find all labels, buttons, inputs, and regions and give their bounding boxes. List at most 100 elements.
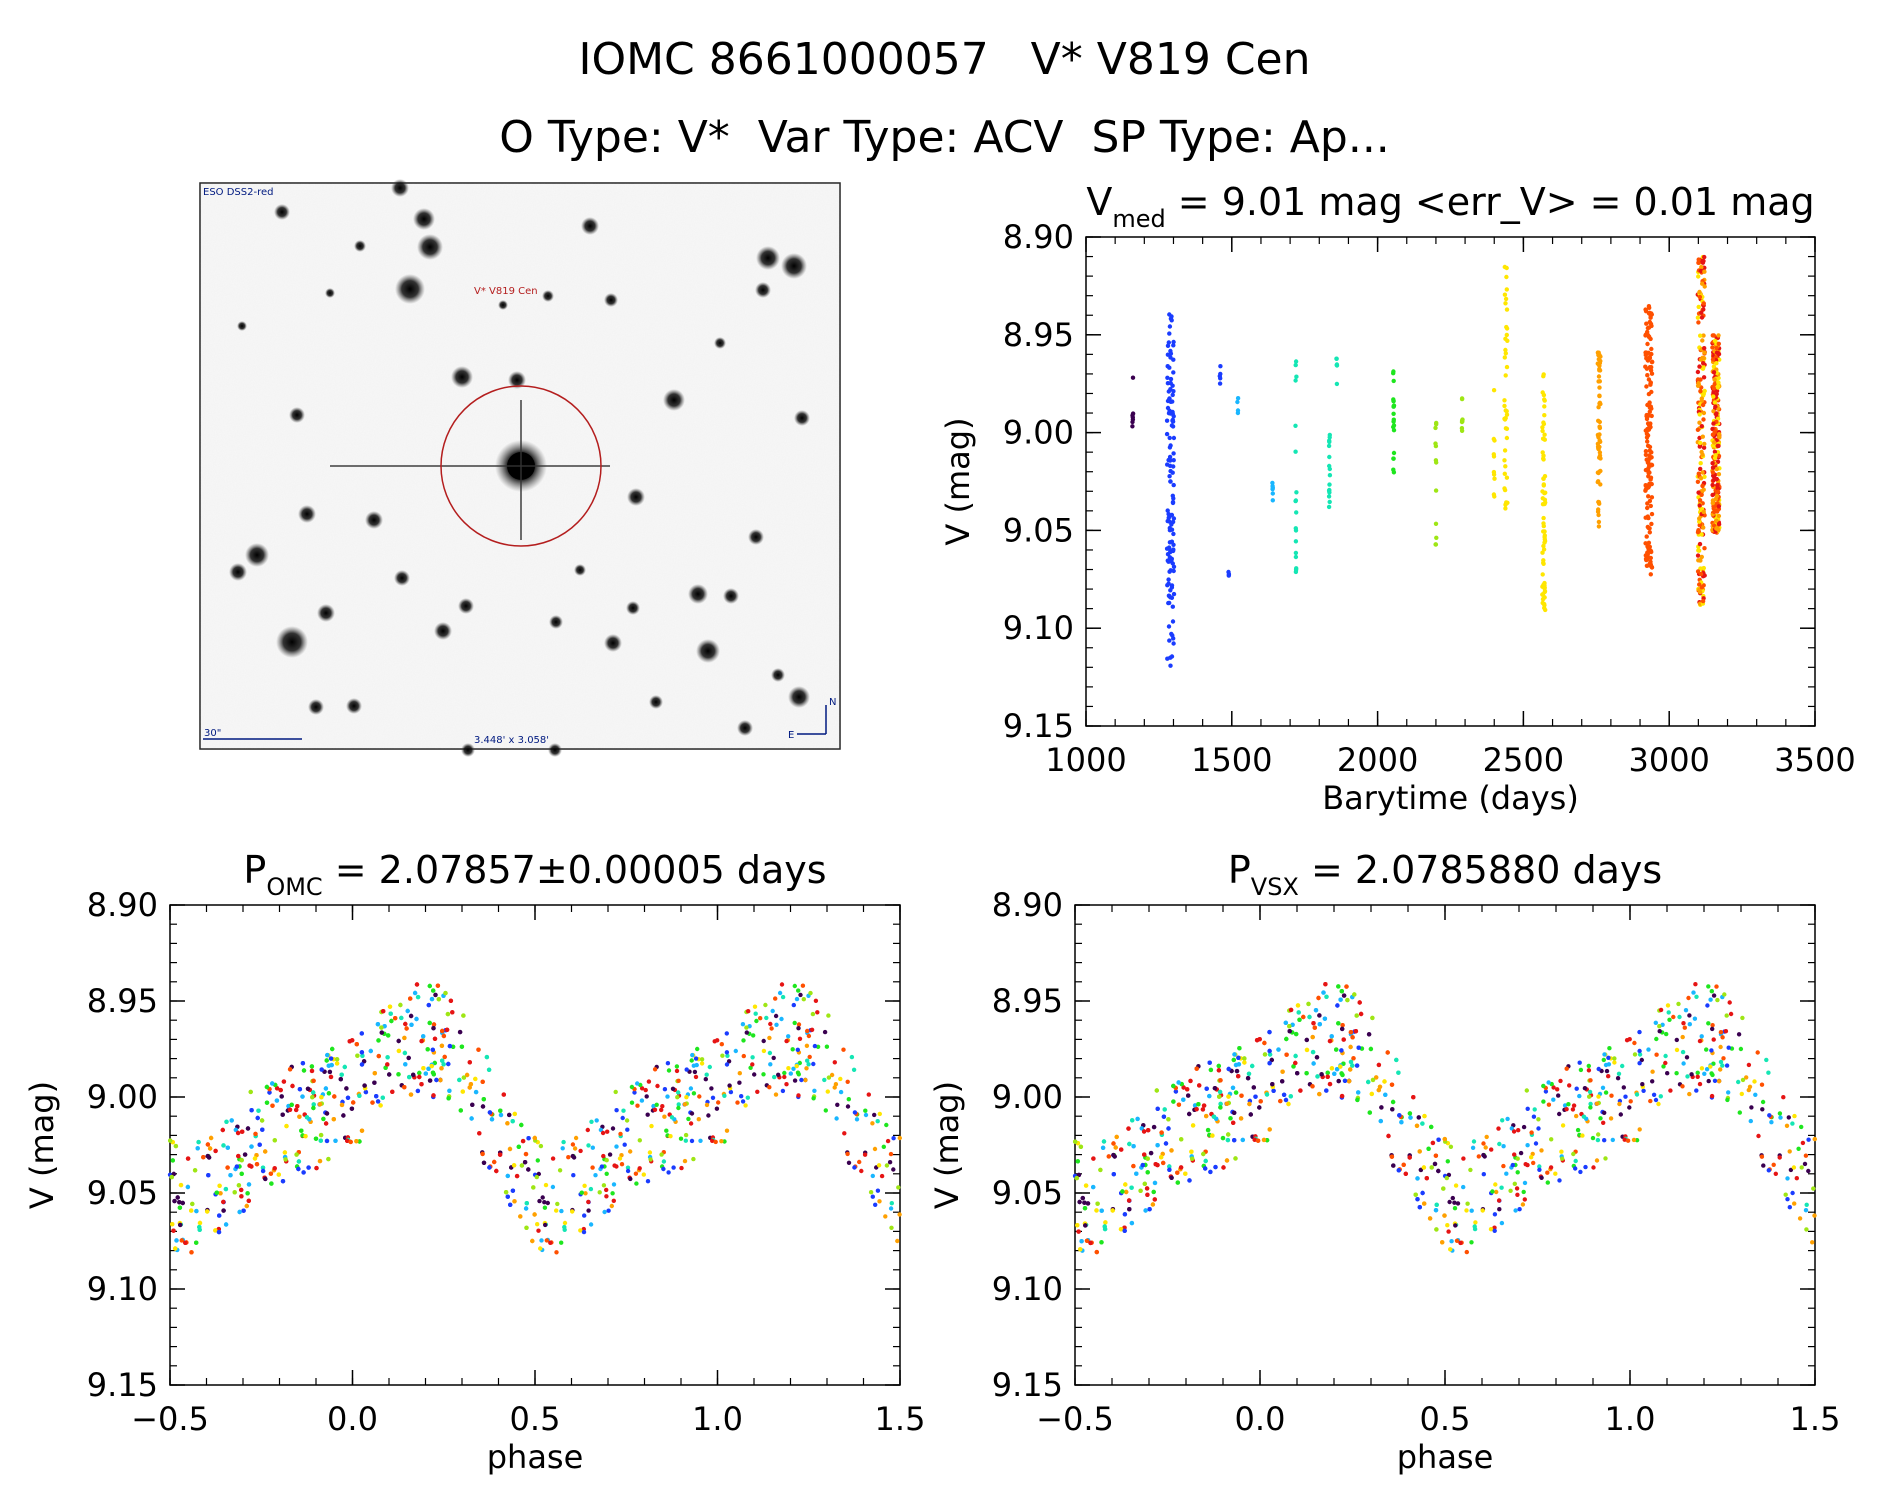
data-point: [1649, 521, 1654, 527]
data-point: [425, 1047, 430, 1052]
data-point: [1698, 558, 1703, 563]
data-point: [1681, 1061, 1686, 1066]
data-point: [1130, 1118, 1135, 1123]
data-point: [1491, 469, 1497, 475]
data-point: [1700, 483, 1705, 489]
data-point: [1122, 1228, 1127, 1234]
data-point: [1697, 289, 1702, 295]
data-point: [1587, 1089, 1593, 1095]
data-point: [1316, 995, 1321, 1001]
data-point: [1459, 396, 1465, 401]
data-point: [1170, 633, 1175, 638]
y-tick-label: 9.15: [87, 1366, 158, 1404]
data-point: [1187, 1178, 1192, 1183]
data-point: [1560, 1123, 1566, 1128]
data-point: [1697, 294, 1703, 300]
data-point: [1804, 1202, 1809, 1208]
data-point: [1348, 1044, 1353, 1050]
data-point: [1169, 654, 1175, 659]
data-point: [1606, 1055, 1611, 1061]
y-tick-label: 9.05: [992, 1174, 1063, 1212]
data-point: [1787, 1149, 1792, 1154]
data-point: [1079, 1239, 1084, 1244]
data-point: [1213, 1164, 1218, 1170]
data-point: [1610, 1137, 1616, 1143]
data-point: [1231, 1120, 1236, 1126]
data-point: [1391, 470, 1397, 475]
data-point: [1417, 1205, 1423, 1210]
data-point: [1407, 1155, 1412, 1160]
data-point: [1141, 1129, 1147, 1134]
data-point: [1171, 1083, 1176, 1089]
data-point: [1811, 1186, 1816, 1191]
x-axis-label: phase: [1397, 1438, 1494, 1476]
data-point: [1781, 1095, 1786, 1100]
data-point: [1429, 1165, 1434, 1170]
data-point: [1713, 518, 1719, 523]
data-point: [1444, 1175, 1450, 1181]
data-point: [1810, 1240, 1815, 1245]
data-point: [1151, 1189, 1156, 1195]
data-point: [1644, 563, 1650, 568]
data-point: [1148, 1150, 1154, 1156]
x-tick-label: 0.0: [1235, 1400, 1286, 1438]
data-point: [1169, 522, 1174, 527]
data-point: [1166, 577, 1171, 582]
data-point: [1429, 1124, 1434, 1130]
data-point: [1529, 1130, 1534, 1135]
data-point: [1699, 554, 1705, 560]
data-point: [1327, 1081, 1333, 1087]
data-point: [1645, 329, 1650, 335]
data-point: [1120, 1189, 1125, 1194]
data-point: [1293, 378, 1298, 383]
data-point: [1368, 1046, 1374, 1052]
data-point: [1696, 257, 1701, 262]
data-point: [1171, 531, 1176, 537]
data-point: [1317, 1013, 1322, 1018]
data-point: [1348, 1059, 1354, 1065]
data-point: [1216, 1063, 1222, 1069]
data-point: [1504, 274, 1509, 280]
x-tick-label: 3500: [1774, 741, 1855, 779]
data-point: [1812, 1213, 1817, 1218]
data-point: [1712, 430, 1717, 435]
data-point: [1344, 984, 1349, 989]
data-point: [691, 1091, 697, 1096]
data-point: [1218, 1078, 1223, 1083]
data-point: [1338, 997, 1343, 1002]
data-point: [1208, 1169, 1213, 1175]
data-point: [1446, 1229, 1451, 1234]
data-point: [1715, 384, 1721, 389]
data-point: [396, 1038, 401, 1044]
data-point: [1099, 1240, 1104, 1245]
data-point: [1699, 310, 1704, 315]
data-point: [1276, 1047, 1281, 1052]
data-point: [1170, 561, 1176, 566]
data-point: [1645, 373, 1650, 378]
data-point: [1315, 1074, 1320, 1079]
data-point: [1399, 1120, 1404, 1125]
data-point: [1293, 539, 1299, 544]
data-point: [1080, 1195, 1086, 1201]
data-point: [1710, 500, 1716, 506]
data-point: [1508, 1188, 1513, 1194]
data-point: [761, 1038, 766, 1044]
data-point: [1491, 492, 1497, 497]
data-point: [1721, 1056, 1726, 1061]
data-point: [1327, 454, 1332, 460]
data-point: [1377, 1084, 1383, 1090]
data-point: [1557, 1111, 1562, 1117]
data-point: [1695, 569, 1701, 574]
data-point: [1711, 386, 1717, 391]
data-point: [436, 997, 441, 1002]
data-point: [221, 1208, 226, 1213]
data-point: [1327, 499, 1332, 505]
data-point: [1684, 1055, 1690, 1060]
data-point: [1221, 1165, 1226, 1170]
data-point: [1699, 585, 1705, 590]
data-point: [323, 1086, 329, 1091]
data-point: [1490, 1189, 1495, 1194]
data-point: [1725, 1097, 1730, 1103]
data-point: [1304, 1037, 1310, 1043]
